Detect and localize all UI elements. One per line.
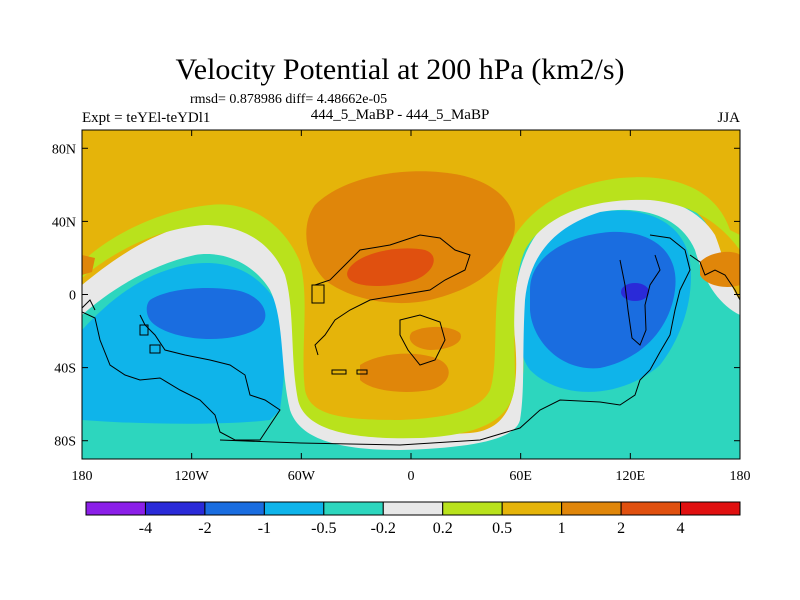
experiment-label: Expt = teYEl-teYDl1: [82, 110, 211, 126]
coastline-antarctica: [219, 234, 691, 446]
coastline-west: [82, 299, 96, 311]
colorbar-label: 1: [557, 520, 566, 537]
coastlines: [82, 234, 740, 446]
fill-band: [82, 177, 740, 439]
coastline-island: [356, 369, 368, 375]
fill-band: [621, 283, 649, 301]
coastline-east: [689, 254, 740, 301]
colorbar-swatch: [85, 501, 146, 516]
x-tick-label: 120W: [175, 469, 210, 484]
coastline-island: [331, 369, 347, 375]
fill-band: [347, 248, 434, 286]
coastline-island: [139, 324, 149, 336]
case-label: 444_5_MaBP - 444_5_MaBP: [310, 107, 490, 123]
coastline-africa: [314, 234, 471, 356]
colorbar-swatch: [323, 501, 384, 516]
fill-band: [82, 255, 95, 275]
colorbar-swatch: [680, 501, 741, 516]
y-tick-label: 40S: [54, 362, 76, 377]
y-tick-label: 0: [69, 289, 76, 304]
x-tick-label: 120E: [616, 469, 646, 484]
colorbar-label: -1: [257, 520, 272, 537]
colorbar-label: 4: [676, 520, 685, 537]
x-tick-label: 180: [730, 469, 751, 484]
colorbar-swatch: [382, 501, 444, 516]
fill-band: [700, 251, 740, 287]
fill-band: [146, 288, 266, 340]
fill-band: [409, 326, 461, 350]
colorbar-swatch: [561, 501, 622, 516]
coastline-africa-south: [399, 314, 446, 366]
season-label: JJA: [717, 110, 740, 126]
coastline-island: [311, 284, 325, 304]
x-tick-label: 60W: [288, 469, 316, 484]
colorbar-swatch: [144, 501, 206, 516]
y-tick-label: 40N: [52, 215, 76, 230]
y-tick-label: 80N: [52, 142, 76, 157]
colorbar-label: -0.2: [370, 520, 396, 537]
contour-field: [82, 130, 740, 459]
coastline-asia: [619, 254, 661, 346]
x-tick-label: 180: [72, 469, 93, 484]
colorbar-swatch: [501, 501, 563, 516]
colorbar-swatch: [204, 501, 265, 516]
stats-line: rmsd= 0.878986 diff= 4.48662e-05: [190, 92, 388, 107]
fill-band: [530, 231, 676, 369]
y-axis: 80N 40N 0 40S 80S: [52, 142, 740, 450]
x-tick-label: 60E: [509, 469, 532, 484]
coastline-island: [149, 344, 161, 354]
x-tick-label: 0: [408, 469, 415, 484]
colorbar-swatch: [620, 501, 682, 516]
colorbar-label: -4: [138, 520, 153, 537]
colorbar-swatch: [263, 501, 325, 516]
x-axis: 180 120W 60W 0 60E 120E 180: [72, 130, 751, 484]
colorbar-swatch: [442, 501, 503, 516]
plot-title: Velocity Potential at 200 hPa (km2/s): [175, 53, 625, 86]
y-tick-label: 80S: [54, 435, 76, 450]
coastline-south-america: [82, 311, 281, 441]
fill-band: [82, 194, 740, 450]
colorbar-label: 2: [617, 520, 626, 537]
colorbar-label: 0.2: [432, 520, 453, 537]
colorbar-label: -0.5: [311, 520, 337, 537]
colorbar: [85, 501, 741, 516]
colorbar-label: 0.5: [492, 520, 513, 537]
colorbar-label: -2: [198, 520, 212, 537]
